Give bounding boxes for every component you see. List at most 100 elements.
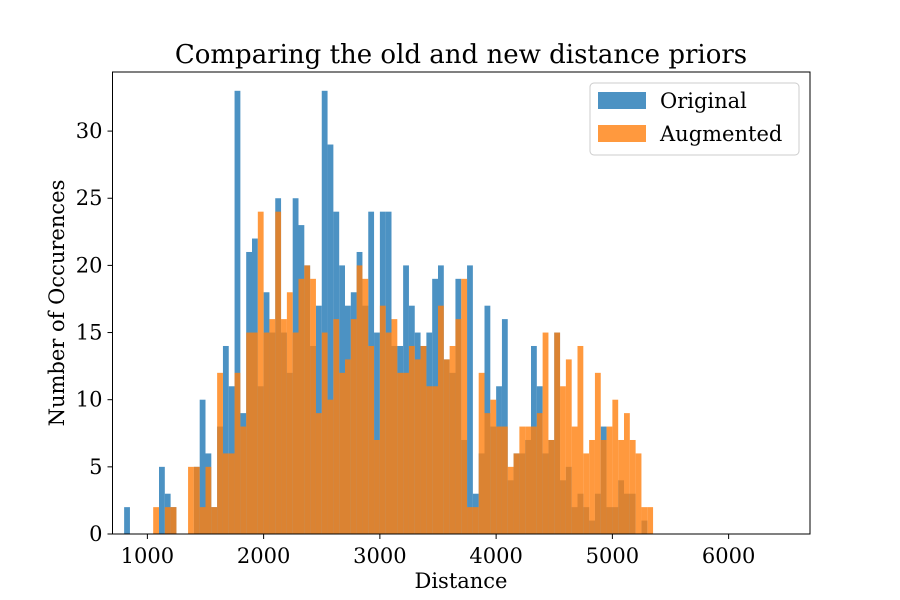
bar-augmented (368, 345, 375, 534)
bar-augmented (560, 386, 566, 534)
bar-augmented (472, 507, 479, 534)
x-axis-label: Distance (414, 569, 507, 593)
bar-augmented (403, 372, 409, 534)
bar-augmented (420, 345, 427, 534)
bar-augmented (594, 372, 601, 534)
bar-augmented (577, 345, 584, 534)
y-tick-label: 10 (76, 388, 103, 412)
bar-augmented (234, 372, 241, 534)
y-tick-label: 25 (76, 186, 103, 210)
bar-augmented (339, 372, 345, 534)
bar-augmented (467, 507, 473, 534)
bar-augmented (548, 439, 555, 534)
legend-swatch-augmented (598, 125, 646, 142)
bar-augmented (397, 372, 404, 534)
bar-augmented (252, 332, 258, 534)
legend-label-original: Original (660, 89, 747, 113)
bar-augmented (443, 359, 450, 534)
bar-augmented (345, 359, 351, 534)
bar-augmented (589, 439, 595, 534)
legend: Original Augmented (589, 82, 800, 156)
bars-layer (124, 90, 654, 535)
bar-augmented (583, 453, 590, 534)
y-tick-label: 0 (89, 522, 102, 546)
chart-title: Comparing the old and new distance prior… (175, 40, 747, 70)
bar-augmented (374, 439, 380, 534)
bar-augmented (327, 399, 334, 534)
series-augmented (153, 211, 654, 535)
bar-augmented (164, 507, 171, 534)
bar-original (222, 345, 229, 534)
bar-original (374, 332, 380, 534)
bar-augmented (635, 453, 642, 534)
legend-swatch-original (598, 92, 646, 109)
y-axis-label: Number of Occurences (45, 180, 69, 427)
bar-augmented (455, 319, 462, 534)
x-tick-label: 6000 (702, 544, 755, 568)
bar-augmented (531, 426, 537, 534)
y-tick-label: 20 (76, 253, 103, 277)
y-tick-label: 15 (76, 321, 103, 345)
bar-augmented (391, 319, 398, 534)
bar-augmented (629, 439, 636, 534)
bar-augmented (205, 466, 212, 534)
x-tick-label: 4000 (469, 544, 522, 568)
y-tick-label: 5 (89, 455, 102, 479)
bar-augmented (350, 319, 357, 534)
bar-augmented (600, 439, 607, 534)
bar-augmented (257, 211, 264, 535)
bar-augmented (461, 278, 468, 534)
bar-augmented (507, 466, 514, 534)
x-tick-label: 2000 (237, 544, 290, 568)
bar-original (321, 90, 328, 535)
bar-augmented (571, 426, 578, 534)
bar-augmented (275, 211, 282, 535)
bar-augmented (246, 332, 252, 534)
bar-augmented (542, 332, 549, 534)
bar-augmented (478, 372, 485, 534)
bar-augmented (315, 413, 322, 534)
bar-augmented (449, 345, 456, 534)
bar-original (327, 144, 334, 534)
x-tick-label: 3000 (353, 544, 406, 568)
bar-augmented (240, 426, 247, 534)
bar-augmented (269, 319, 276, 534)
bar-augmented (408, 345, 415, 534)
bar-augmented (618, 439, 624, 534)
x-axis-ticks: 1000 2000 3000 4000 5000 6000 (121, 534, 755, 568)
bar-augmented (362, 278, 369, 534)
bar-augmented (496, 426, 502, 534)
bar-augmented (519, 426, 526, 534)
bar-augmented (612, 399, 619, 534)
bar-augmented (304, 265, 311, 534)
bar-augmented (379, 305, 386, 534)
bar-augmented (624, 413, 630, 534)
bar-augmented (298, 278, 305, 534)
bar-augmented (321, 332, 328, 534)
bar-augmented (228, 453, 235, 534)
bar-augmented (414, 359, 421, 534)
bar-augmented (188, 466, 194, 534)
bar-augmented (385, 332, 392, 534)
bar-augmented (170, 507, 177, 534)
bar-augmented (647, 507, 654, 534)
bar-augmented (199, 507, 206, 534)
bar-augmented (426, 386, 433, 534)
bar-augmented (292, 332, 299, 534)
bar-augmented (193, 466, 200, 534)
bar-augmented (211, 507, 218, 534)
y-axis-ticks: 0 5 10 15 20 25 30 (76, 119, 113, 546)
x-tick-label: 5000 (586, 544, 639, 568)
bar-augmented (333, 319, 340, 534)
bar-augmented (554, 332, 561, 534)
bar-augmented (438, 305, 444, 534)
bar-original (124, 507, 130, 534)
bar-augmented (565, 359, 572, 534)
bar-augmented (217, 372, 223, 534)
bar-augmented (501, 426, 508, 534)
y-tick-label: 30 (76, 119, 103, 143)
bar-augmented (222, 453, 229, 534)
legend-label-augmented: Augmented (659, 122, 782, 146)
bar-augmented (484, 413, 491, 534)
